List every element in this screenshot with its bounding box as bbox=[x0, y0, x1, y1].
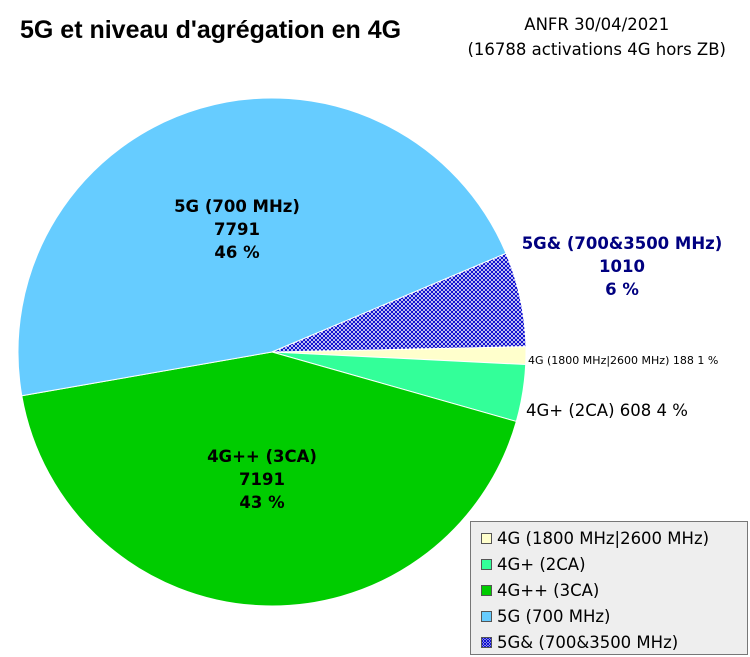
legend-item: 5G (700 MHz) bbox=[481, 603, 747, 629]
pie-slice-3 bbox=[17, 97, 507, 397]
legend-swatch bbox=[481, 558, 492, 570]
legend-item: 4G++ (3CA) bbox=[481, 577, 747, 603]
slice-label-line: 5G (700 MHz) bbox=[174, 197, 300, 216]
legend-label: 5G& (700&3500 MHz) bbox=[497, 632, 679, 652]
pie-slice-2 bbox=[21, 351, 517, 607]
slice-label-line: 7791 bbox=[214, 220, 260, 239]
legend-swatch bbox=[481, 584, 492, 596]
legend-label: 4G (1800 MHz|2600 MHz) bbox=[497, 528, 710, 548]
chart-legend: 4G (1800 MHz|2600 MHz) 4G+ (2CA) 4G++ (3CA… bbox=[470, 521, 748, 655]
slice-label-2: 4G++ (3CA) 7191 43 % bbox=[207, 447, 317, 512]
slice-label-line: 5G& (700&3500 MHz) bbox=[522, 234, 723, 253]
slice-label-line: 46 % bbox=[214, 243, 260, 262]
pie-slice-4 bbox=[271, 252, 527, 353]
pie-labels: 4G (1800 MHz|2600 MHz) 188 1 % 4G+ (2CA) … bbox=[174, 197, 722, 512]
slice-label-3: 5G (700 MHz) 7791 46 % bbox=[174, 197, 300, 262]
slice-label-line: 1010 bbox=[599, 257, 645, 276]
slice-label-0: 4G (1800 MHz|2600 MHz) 188 1 % bbox=[528, 354, 718, 367]
legend-swatch bbox=[481, 636, 492, 648]
slice-label-1: 4G+ (2CA) 608 4 % bbox=[526, 401, 688, 420]
slice-label-line: 4G (1800 MHz|2600 MHz) 188 1 % bbox=[528, 354, 718, 367]
slice-label-line: 43 % bbox=[239, 493, 285, 512]
legend-item: 4G+ (2CA) bbox=[481, 551, 747, 577]
source-line-1: ANFR 30/04/2021 bbox=[524, 15, 670, 34]
slice-label-line: 7191 bbox=[239, 470, 285, 489]
legend-label: 4G+ (2CA) bbox=[497, 554, 586, 574]
legend-swatch bbox=[481, 532, 492, 544]
legend-label: 4G++ (3CA) bbox=[497, 580, 600, 600]
slice-label-line: 4G+ (2CA) 608 4 % bbox=[526, 401, 688, 420]
slice-label-line: 6 % bbox=[605, 280, 639, 299]
slice-label-4: 5G& (700&3500 MHz) 1010 6 % bbox=[522, 234, 723, 299]
source-line-2: (16788 activations 4G hors ZB) bbox=[467, 40, 727, 59]
chart-source: ANFR 30/04/2021 (16788 activations 4G ho… bbox=[468, 12, 727, 62]
slice-label-line: 4G++ (3CA) bbox=[207, 447, 317, 466]
chart-title: 5G et niveau d'agrégation en 4G bbox=[20, 16, 402, 44]
pie-slices bbox=[17, 97, 527, 607]
legend-item: 4G (1800 MHz|2600 MHz) bbox=[481, 525, 747, 551]
legend-item: 5G& (700&3500 MHz) bbox=[481, 629, 747, 655]
legend-label: 5G (700 MHz) bbox=[497, 606, 611, 626]
legend-swatch bbox=[481, 610, 492, 622]
